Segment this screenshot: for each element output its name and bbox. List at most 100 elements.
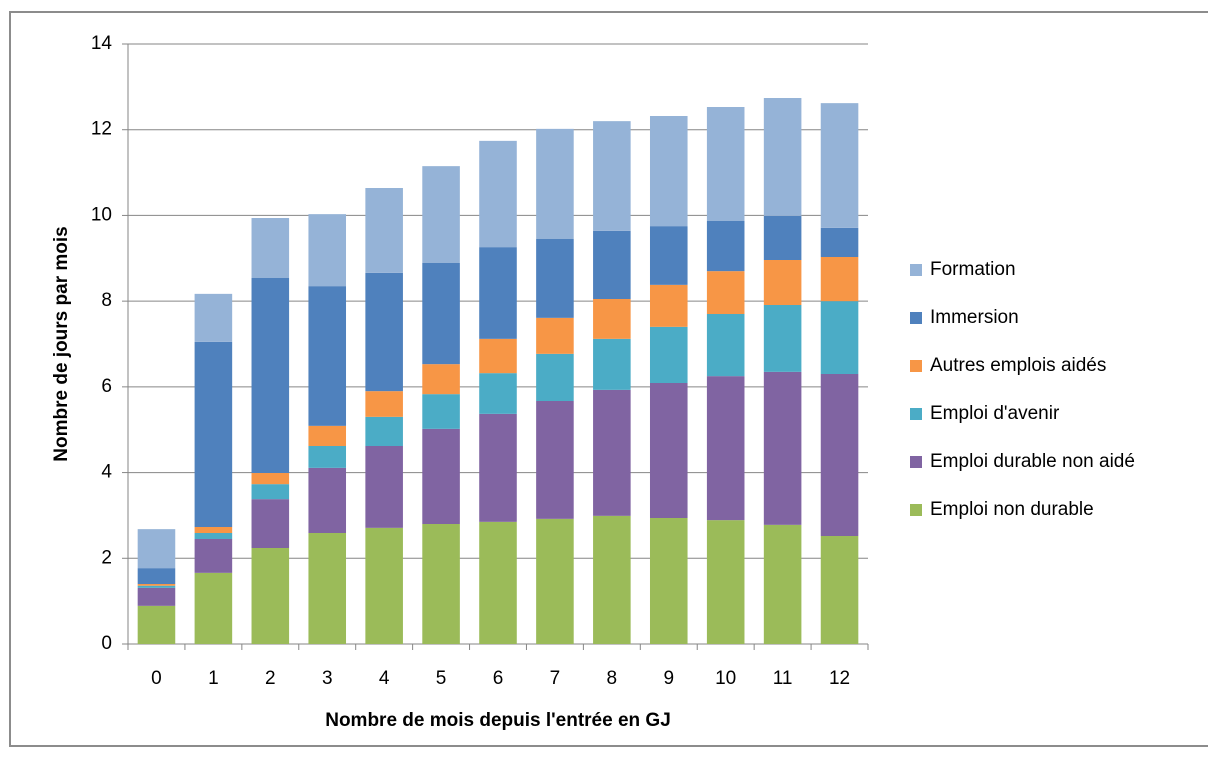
bar-segment <box>820 301 859 374</box>
bar-segment <box>137 587 176 606</box>
bar-segment <box>194 527 233 533</box>
bar-segment <box>479 338 517 374</box>
bar-segment <box>763 260 802 305</box>
legend-swatch <box>910 360 922 372</box>
legend-label: Autres emplois aidés <box>930 355 1106 376</box>
bar-segment <box>422 263 460 365</box>
bar-segment <box>365 416 403 446</box>
bar-segment <box>365 391 403 417</box>
bar-segment <box>479 247 517 339</box>
bar-segment <box>593 338 631 390</box>
bar-segment <box>479 521 517 644</box>
bar-segment <box>251 499 290 548</box>
x-tick-label: 4 <box>379 668 390 689</box>
y-axis-title: Nombre de jours par mois <box>51 226 72 461</box>
y-tick-label: 10 <box>91 204 112 225</box>
bar-segment <box>251 473 290 485</box>
x-tick-label: 0 <box>151 668 162 689</box>
bar-segment <box>422 428 460 524</box>
x-tick-label: 12 <box>829 668 850 689</box>
bar-segment <box>763 215 802 260</box>
y-tick-label: 6 <box>101 376 112 397</box>
bar-segment <box>194 293 233 342</box>
bar-segment <box>251 548 290 644</box>
x-tick-label: 8 <box>607 668 618 689</box>
bar-segment <box>137 605 176 644</box>
bar-segment <box>308 286 347 426</box>
bar-segment <box>308 425 347 446</box>
bar-segment <box>137 529 176 569</box>
bar-segment <box>251 218 290 278</box>
bar-segment <box>820 536 859 644</box>
x-axis-title: Nombre de mois depuis l'entrée en GJ <box>325 710 671 731</box>
bar-segment <box>536 518 574 644</box>
x-tick-label: 11 <box>773 668 793 689</box>
bar-segment <box>536 317 574 354</box>
bar-segment <box>649 226 688 285</box>
y-tick-label: 8 <box>101 290 112 311</box>
bar-segment <box>706 520 745 644</box>
bar-segment <box>137 585 176 588</box>
bar-segment <box>706 221 745 272</box>
x-tick-label: 2 <box>265 668 276 689</box>
bar-segment <box>422 394 460 429</box>
bar-segment <box>308 214 347 287</box>
bar-segment <box>251 484 290 500</box>
x-tick-label: 9 <box>663 668 674 689</box>
bar-segment <box>763 524 802 644</box>
bar-segment <box>422 524 460 644</box>
bar-segment <box>649 326 688 383</box>
bar-segment <box>649 383 688 518</box>
y-tick-label: 14 <box>91 33 113 54</box>
legend-label: Emploi d'avenir <box>930 403 1060 424</box>
bar-segment <box>422 166 460 263</box>
x-tick-label: 5 <box>436 668 447 689</box>
bar-segment <box>308 533 347 644</box>
bar-segment <box>820 374 859 536</box>
legend-swatch <box>910 312 922 324</box>
bar-segment <box>593 121 631 231</box>
bar-segment <box>194 572 233 644</box>
x-tick-label: 1 <box>208 668 219 689</box>
x-tick-label: 7 <box>550 668 561 689</box>
legend-label: Formation <box>930 259 1016 280</box>
bar-segment <box>706 314 745 377</box>
bar-segment <box>251 278 290 473</box>
bar-segment <box>763 305 802 372</box>
bar-segment <box>479 140 517 248</box>
legend-swatch <box>910 456 922 468</box>
bar-segment <box>593 299 631 339</box>
bar-segment <box>820 227 859 257</box>
bar-segment <box>194 341 233 527</box>
x-tick-label: 3 <box>322 668 333 689</box>
bar-segment <box>649 116 688 227</box>
bar-segment <box>536 401 574 519</box>
bar-segment <box>194 533 233 539</box>
legend-swatch <box>910 504 922 516</box>
bar-segment <box>536 353 574 401</box>
y-tick-label: 2 <box>101 547 112 568</box>
bar-segment <box>422 364 460 395</box>
bar-segment <box>536 239 574 318</box>
bar-segment <box>706 376 745 521</box>
bar-segment <box>763 371 802 525</box>
legend-label: Emploi non durable <box>930 499 1094 520</box>
bar-segment <box>649 284 688 327</box>
legend-swatch <box>910 264 922 276</box>
legend-label: Emploi durable non aidé <box>930 451 1135 472</box>
bar-segment <box>536 128 574 239</box>
bar-segment <box>649 518 688 644</box>
bar-segment <box>137 584 176 586</box>
bar-segment <box>365 272 403 392</box>
bar-segment <box>763 98 802 216</box>
bar-segment <box>365 527 403 644</box>
chart-frame <box>9 11 1208 747</box>
y-tick-label: 4 <box>101 462 112 483</box>
bar-segment <box>593 389 631 516</box>
bar-segment <box>308 446 347 468</box>
bar-segment <box>479 373 517 414</box>
legend-label: Immersion <box>930 307 1019 328</box>
bar-segment <box>365 446 403 528</box>
bar-segment <box>593 515 631 644</box>
